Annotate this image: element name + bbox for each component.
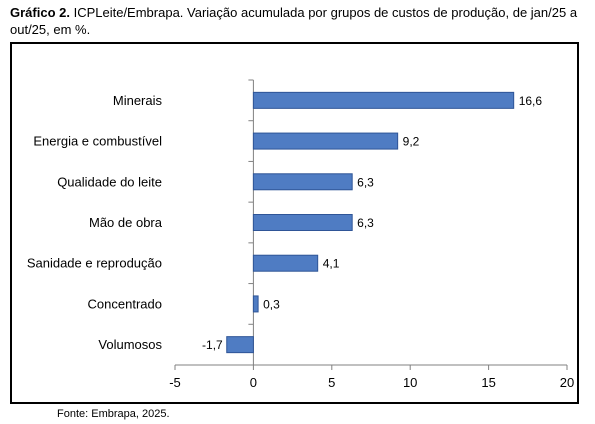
data-label: 4,1 (323, 257, 340, 271)
source-note: Fonte: Embrapa, 2025. (57, 408, 170, 420)
category-label: Minerais (113, 93, 163, 108)
chart-frame: -5 0 5 10 15 20 Minerais 16,6 Energia e combustí… (10, 42, 579, 404)
data-label: 6,3 (357, 175, 374, 189)
x-tick-label: 10 (403, 375, 417, 390)
bar (252, 214, 353, 231)
x-tick-label: 5 (328, 375, 335, 390)
data-label: 9,2 (403, 135, 420, 149)
x-tick-label: 15 (481, 375, 495, 390)
bar (252, 91, 515, 109)
bar (226, 336, 254, 354)
x-tick-label: 20 (560, 375, 574, 390)
chart-caption: Gráfico 2. ICPLeite/Embrapa. Variação ac… (10, 4, 585, 38)
category-label: Sanidade e reprodução (27, 256, 162, 271)
x-tick-label: -5 (169, 375, 181, 390)
category-label: Qualidade do leite (57, 174, 162, 189)
category-label: Concentrado (88, 296, 162, 311)
bar-chart: -5 0 5 10 15 20 Minerais 16,6 Energia e combustí… (27, 79, 574, 390)
category-label: Mão de obra (89, 215, 163, 230)
data-label: 0,3 (263, 297, 280, 311)
x-tick-label: 0 (250, 375, 257, 390)
data-label: -1,7 (202, 338, 223, 352)
caption-label: Gráfico 2. (10, 5, 70, 20)
data-label: 16,6 (519, 94, 543, 108)
category-label: Energia e combustível (33, 134, 162, 149)
bar (252, 173, 353, 191)
category-label: Volumosos (98, 337, 162, 352)
caption-text: ICPLeite/Embrapa. Variação acumulada por… (10, 5, 578, 37)
bar (252, 295, 259, 313)
bar (252, 132, 399, 150)
bar (252, 254, 319, 272)
data-label: 6,3 (357, 216, 374, 230)
